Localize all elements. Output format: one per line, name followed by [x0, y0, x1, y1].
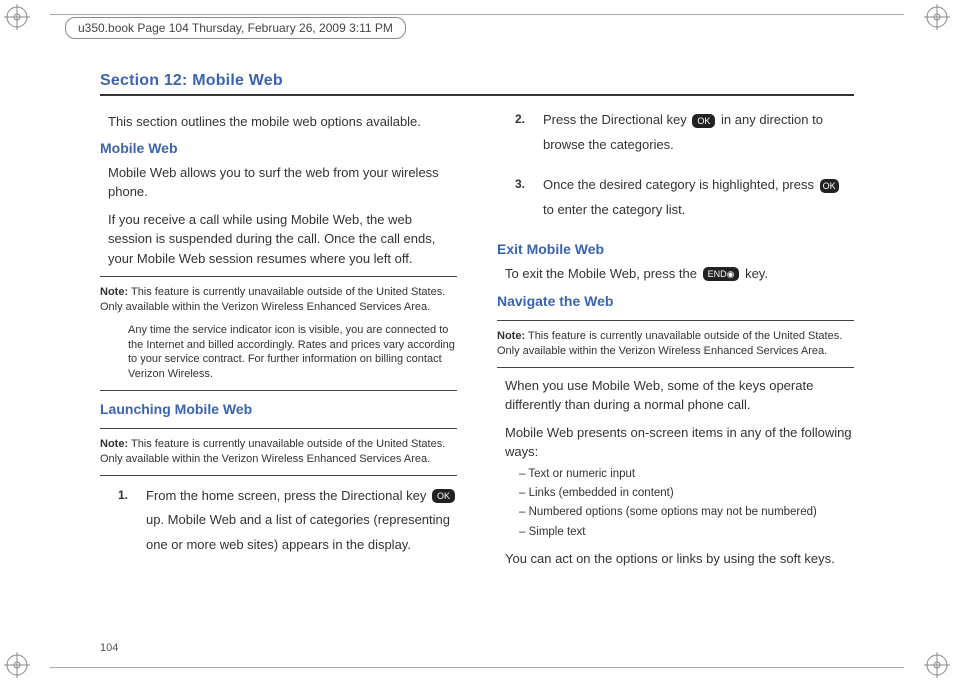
intro-text: This section outlines the mobile web opt… — [108, 112, 457, 132]
heading-exit: Exit Mobile Web — [497, 239, 854, 260]
step-text: Once the desired category is highlighted… — [543, 177, 818, 192]
right-column: 2. Press the Directional key OK in any d… — [497, 108, 854, 576]
left-column: This section outlines the mobile web opt… — [100, 108, 457, 576]
page-body: Section 12: Mobile Web This section outl… — [100, 72, 854, 654]
page-header-band: u350.book Page 104 Thursday, February 26… — [65, 17, 406, 39]
step-text: From the home screen, press the Directio… — [146, 488, 430, 503]
note-text: This feature is currently unavailable ou… — [100, 286, 445, 313]
section-title: Section 12: Mobile Web — [100, 72, 854, 94]
divider — [497, 320, 854, 321]
step-number: 2. — [515, 108, 525, 131]
list-item: Numbered options (some options may not b… — [519, 504, 854, 521]
paragraph: You can act on the options or links by u… — [505, 549, 854, 569]
note-block: Note: This feature is currently unavaila… — [497, 329, 854, 359]
note-text: This feature is currently unavailable ou… — [100, 438, 445, 465]
paragraph: When you use Mobile Web, some of the key… — [505, 376, 854, 415]
step-item: 3. Once the desired category is highligh… — [521, 173, 854, 222]
heading-launching: Launching Mobile Web — [100, 399, 457, 420]
divider — [100, 475, 457, 476]
list-item: Simple text — [519, 524, 854, 541]
note-block: Note: This feature is currently unavaila… — [100, 285, 457, 382]
end-key-icon: END◉ — [703, 267, 740, 281]
steps-list: 1. From the home screen, press the Direc… — [124, 484, 457, 558]
step-text: Press the Directional key — [543, 112, 690, 127]
note-label: Note: — [497, 330, 525, 342]
note-label: Note: — [100, 438, 128, 450]
text-fragment: To exit the Mobile Web, press the — [505, 266, 701, 281]
divider — [100, 428, 457, 429]
ok-key-icon: OK — [820, 179, 839, 193]
list-item: Links (embedded in content) — [519, 485, 854, 502]
heading-mobile-web: Mobile Web — [100, 138, 457, 159]
crop-mark-icon — [4, 4, 30, 30]
step-text: up. Mobile Web and a list of categories … — [146, 512, 450, 552]
divider — [100, 390, 457, 391]
text-fragment: key. — [745, 266, 768, 281]
step-number: 1. — [118, 484, 128, 507]
crop-mark-icon — [4, 652, 30, 678]
title-rule — [100, 94, 854, 96]
divider — [100, 276, 457, 277]
paragraph: Mobile Web presents on-screen items in a… — [505, 423, 854, 462]
crop-mark-icon — [924, 652, 950, 678]
divider — [497, 367, 854, 368]
paragraph: To exit the Mobile Web, press the END◉ k… — [505, 264, 854, 284]
steps-list: 2. Press the Directional key OK in any d… — [521, 108, 854, 223]
note-text: This feature is currently unavailable ou… — [497, 330, 842, 357]
page-number: 104 — [100, 642, 118, 654]
paragraph: Mobile Web allows you to surf the web fr… — [108, 163, 457, 202]
crop-mark-icon — [924, 4, 950, 30]
header-text: u350.book Page 104 Thursday, February 26… — [78, 21, 393, 35]
step-text: to enter the category list. — [543, 202, 685, 217]
bullet-list: Text or numeric input Links (embedded in… — [519, 466, 854, 541]
directional-key-icon: OK — [432, 489, 455, 503]
note-label: Note: — [100, 286, 128, 298]
heading-navigate: Navigate the Web — [497, 291, 854, 312]
note-text: Any time the service indicator icon is v… — [100, 323, 457, 382]
step-number: 3. — [515, 173, 525, 196]
step-item: 2. Press the Directional key OK in any d… — [521, 108, 854, 157]
step-item: 1. From the home screen, press the Direc… — [124, 484, 457, 558]
paragraph: If you receive a call while using Mobile… — [108, 210, 457, 269]
directional-key-icon: OK — [692, 114, 715, 128]
list-item: Text or numeric input — [519, 466, 854, 483]
note-block: Note: This feature is currently unavaila… — [100, 437, 457, 467]
